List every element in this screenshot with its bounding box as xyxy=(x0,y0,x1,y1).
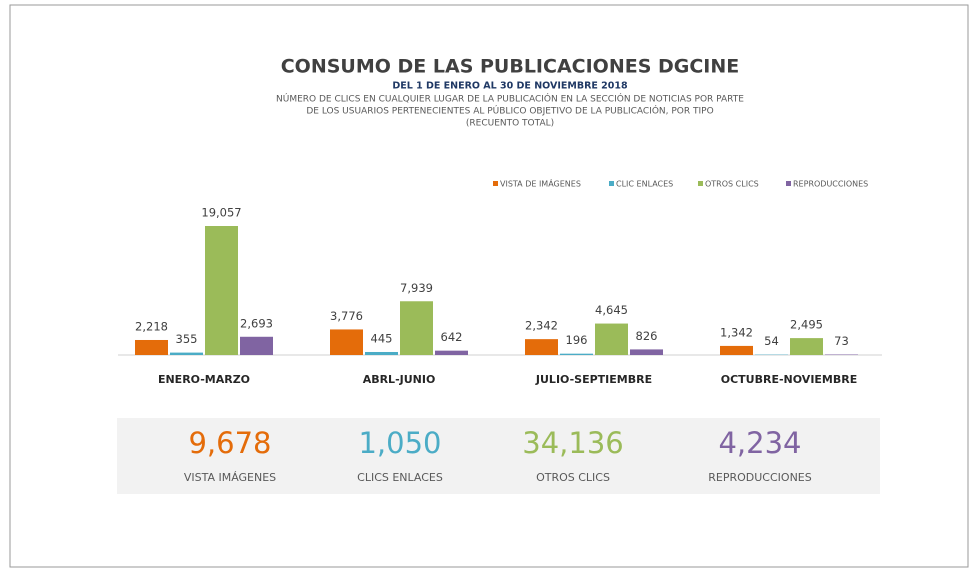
data-label: 826 xyxy=(636,329,658,343)
data-label: 3,776 xyxy=(330,309,363,323)
bar xyxy=(170,352,203,355)
x-tick-label: OCTUBRE-NOVIEMBRE xyxy=(721,373,858,386)
chart-title: CONSUMO DE LAS PUBLICACIONES DGCINE xyxy=(281,56,740,78)
x-tick-label: ABRL-JUNIO xyxy=(363,373,436,386)
chart-subtitle: DEL 1 DE ENERO AL 30 DE NOVIEMBRE 2018 xyxy=(392,81,628,92)
bar xyxy=(400,301,433,355)
bar xyxy=(205,226,238,355)
summary-label: CLICS ENLACES xyxy=(357,471,443,484)
description: (RECUENTO TOTAL) xyxy=(466,119,554,129)
legend-swatch xyxy=(786,181,791,186)
data-label: 2,495 xyxy=(790,318,823,332)
legend-swatch xyxy=(698,181,703,186)
data-label: 2,218 xyxy=(135,319,168,333)
bar xyxy=(560,353,593,355)
data-label: 19,057 xyxy=(201,206,241,220)
bar xyxy=(330,329,363,355)
description: DE LOS USUARIOS PERTENECIENTES AL PÚBLIC… xyxy=(306,105,713,117)
legend-label: OTROS CLICS xyxy=(705,180,759,189)
data-label: 355 xyxy=(176,332,198,346)
data-label: 73 xyxy=(834,334,849,348)
x-tick-label: ENERO-MARZO xyxy=(158,373,250,386)
bar xyxy=(720,345,753,355)
data-label: 445 xyxy=(371,331,393,345)
data-label: 54 xyxy=(764,334,779,348)
legend-swatch xyxy=(493,181,498,186)
summary-box xyxy=(117,418,880,494)
bar xyxy=(630,349,663,355)
summary-value: 9,678 xyxy=(188,426,271,460)
description: NÚMERO DE CLICS EN CUALQUIER LUGAR DE LA… xyxy=(276,93,744,105)
bar xyxy=(365,351,398,355)
summary-value: 34,136 xyxy=(522,426,623,460)
legend-label: CLIC ENLACES xyxy=(616,180,673,189)
legend-label: REPRODUCCIONES xyxy=(793,180,868,189)
summary-value: 1,050 xyxy=(358,426,441,460)
summary-label: REPRODUCCIONES xyxy=(708,471,811,484)
bar xyxy=(435,350,468,355)
data-label: 7,939 xyxy=(400,281,433,295)
data-label: 1,342 xyxy=(720,325,753,339)
bar xyxy=(135,339,168,355)
bar xyxy=(525,339,558,355)
summary-label: VISTA IMÁGENES xyxy=(184,471,276,484)
summary-value: 4,234 xyxy=(718,426,801,460)
bar xyxy=(595,323,628,355)
summary-label: OTROS CLICS xyxy=(536,471,610,484)
data-label: 2,693 xyxy=(240,316,273,330)
data-label: 196 xyxy=(566,333,588,347)
data-label: 4,645 xyxy=(595,303,628,317)
bar xyxy=(790,338,823,355)
data-label: 2,342 xyxy=(525,319,558,333)
legend-swatch xyxy=(609,181,614,186)
legend-label: VISTA DE IMÁGENES xyxy=(500,178,581,189)
x-tick-label: JULIO-SEPTIEMBRE xyxy=(535,373,652,386)
bar xyxy=(240,336,273,355)
data-label: 642 xyxy=(441,330,463,344)
